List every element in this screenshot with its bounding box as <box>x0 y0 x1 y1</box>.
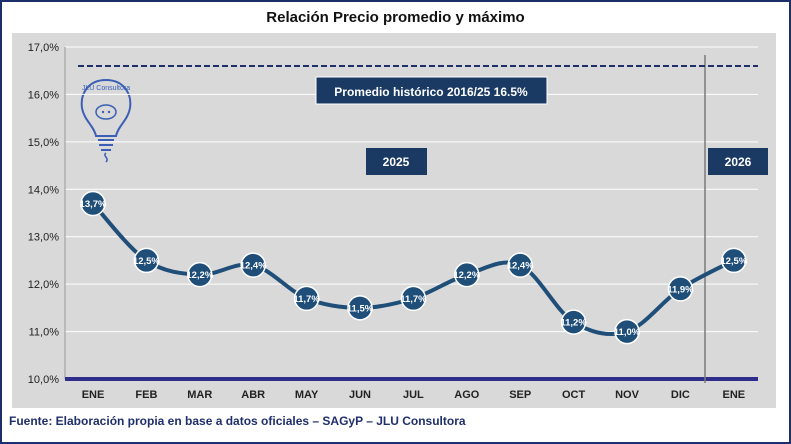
data-label: 12,2% <box>186 270 213 281</box>
x-tick-label: SEP <box>509 389 531 401</box>
y-tick-label: 14,0% <box>28 184 59 196</box>
reference-label-box <box>315 76 548 105</box>
data-label: 12,4% <box>507 261 534 272</box>
logo-text: JLU Consultora <box>82 85 130 92</box>
data-label: 11,7% <box>293 294 320 305</box>
x-tick-label: AGO <box>454 389 480 401</box>
x-tick-label: MAY <box>295 389 319 401</box>
data-point <box>187 261 213 288</box>
year-box-2026 <box>708 148 768 175</box>
data-label: 12,2% <box>453 270 480 281</box>
data-point <box>614 318 640 345</box>
data-point <box>347 295 373 321</box>
y-tick-label: 13,0% <box>28 232 59 244</box>
x-tick-label: ENE <box>82 389 105 401</box>
chart-title: Relación Precio promedio y máximo <box>266 9 525 26</box>
data-point <box>507 252 533 278</box>
data-point <box>293 285 320 312</box>
data-point <box>454 261 480 288</box>
data-label: 12,4% <box>240 261 267 272</box>
x-tick-label: NOV <box>615 389 640 401</box>
data-label: 11,9% <box>667 284 694 295</box>
x-tick-label: JUN <box>349 389 371 401</box>
data-label: 11,5% <box>347 303 374 314</box>
data-label: 12,5% <box>133 256 160 267</box>
x-tick-label: FEB <box>135 389 157 401</box>
y-tick-label: 16,0% <box>28 89 59 101</box>
data-label: 13,7% <box>80 199 107 210</box>
y-tick-label: 17,0% <box>28 42 59 54</box>
x-tick-label: DIC <box>671 389 690 401</box>
x-tick-label: ABR <box>241 389 265 401</box>
data-point <box>560 309 587 335</box>
year-label-2025: 2025 <box>383 155 410 169</box>
x-tick-label: JUL <box>403 389 424 401</box>
data-label: 12,5% <box>720 256 747 267</box>
data-point <box>721 247 747 274</box>
data-label: 11,2% <box>560 318 587 329</box>
y-tick-label: 15,0% <box>28 137 59 149</box>
data-label: 11,7% <box>400 294 427 305</box>
y-tick-label: 10,0% <box>28 374 59 386</box>
data-point <box>80 190 106 217</box>
y-tick-label: 12,0% <box>28 279 59 291</box>
year-box-2025 <box>366 148 427 175</box>
jlu-logo-icon: JLU Consultora <box>80 78 132 163</box>
reference-label: Promedio histórico 2016/25 16.5% <box>334 85 528 99</box>
source-note: Fuente: Elaboración propia en base a dat… <box>9 414 466 428</box>
x-tick-label: ENE <box>722 389 745 401</box>
data-point <box>240 252 266 278</box>
year-label-2026: 2026 <box>725 155 752 169</box>
x-tick-label: OCT <box>562 389 586 401</box>
data-point <box>133 247 160 274</box>
data-point <box>667 276 694 302</box>
data-point <box>400 285 427 312</box>
x-tick-label: MAR <box>187 389 212 401</box>
data-label: 11,0% <box>614 327 641 338</box>
y-tick-label: 11,0% <box>29 327 60 339</box>
